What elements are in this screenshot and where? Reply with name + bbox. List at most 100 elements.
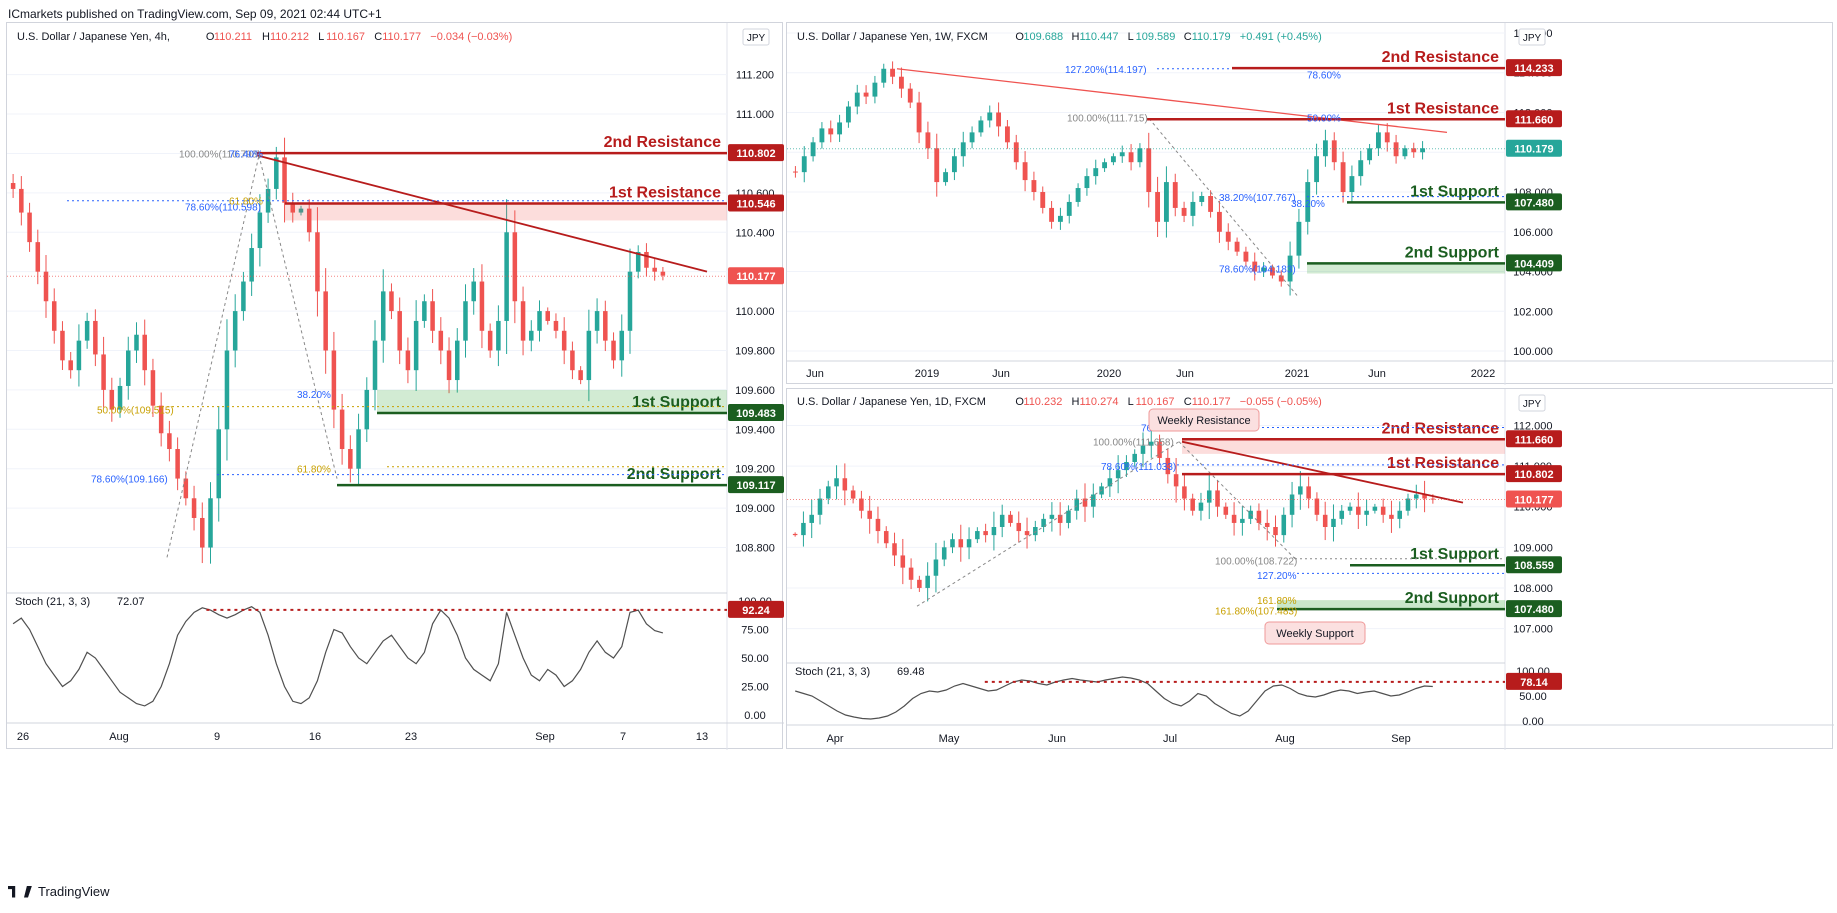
d1-candle: [842, 478, 848, 491]
w1-x-tick: Jun: [806, 368, 824, 380]
w1-candle: [943, 172, 949, 183]
h4-candle: [545, 311, 550, 321]
d1-candle: [1008, 514, 1013, 523]
d1-fib-label: 161.80%: [1257, 596, 1297, 607]
d1-candle: [1240, 518, 1245, 523]
footer-brand[interactable]: TradingView: [8, 884, 110, 899]
h4-candle: [422, 301, 427, 321]
w1-candle: [1402, 148, 1408, 157]
w1-candle: [863, 92, 869, 97]
d1-candle: [958, 539, 964, 548]
w1-candle: [1128, 152, 1134, 163]
d1-ohlc-H: 110.274: [1080, 396, 1119, 408]
h4-candle: [315, 232, 320, 292]
chart-panel-4h[interactable]: 111.200111.000110.800110.600110.400110.2…: [6, 22, 784, 750]
w1-candle: [1102, 162, 1108, 169]
h4-candle: [93, 320, 98, 355]
w1-candle: [1411, 148, 1417, 153]
w1-price-tag-bg: [1506, 139, 1562, 157]
w1-candle: [1261, 267, 1267, 272]
chart-weekly-svg[interactable]: 116.000114.000112.000110.000108.000106.0…: [787, 23, 1834, 385]
h4-candle: [232, 311, 238, 351]
w1-currency-box: [1518, 28, 1546, 46]
d1-candle: [1041, 518, 1046, 527]
h4-candle: [611, 340, 616, 361]
h4-fib-label: 61.80%: [297, 465, 331, 476]
h4-candle: [389, 291, 394, 312]
h4-y-tick: 111.000: [736, 109, 774, 121]
d1-candle: [1091, 494, 1096, 507]
chart-daily-svg[interactable]: 112.000111.000110.000109.000108.000107.0…: [787, 389, 1834, 750]
w1-price-tag: 110.179: [1514, 144, 1553, 156]
h4-x-tick: 9: [214, 731, 220, 743]
d1-candle: [1331, 518, 1336, 527]
chart-4h-svg[interactable]: 111.200111.000110.800110.600110.400110.2…: [7, 23, 784, 750]
w1-fib-label: 127.20%(114.197): [1065, 65, 1147, 76]
h4-fib-label: 100.00%(110.798): [179, 149, 261, 160]
w1-candle: [1384, 132, 1390, 143]
w1-candle: [1013, 142, 1019, 163]
h4-fib-label: 38.20%: [297, 390, 331, 401]
h4-y-tick: 110.400: [736, 227, 775, 239]
h4-candle: [257, 212, 263, 249]
d1-callout-weekly-support: Weekly Support: [1276, 628, 1353, 640]
w1-candle: [951, 156, 957, 173]
w1-fib-label: 38.20%: [1291, 199, 1325, 210]
h4-ohlc-key-H: H: [262, 31, 270, 43]
h4-fib-label: 78.60%(109.166): [91, 475, 168, 486]
d1-stoch-tick: 0.00: [1522, 716, 1543, 728]
h4-candle: [644, 251, 649, 268]
w1-candle: [934, 148, 940, 183]
d1-stoch-level-tag-bg: [1506, 672, 1562, 690]
d1-candle: [925, 575, 930, 588]
d1-candle: [1422, 494, 1427, 499]
h4-candle: [306, 208, 312, 233]
h4-candle: [191, 498, 197, 518]
w1-fib-label: 38.20%(107.767): [1219, 193, 1296, 204]
w1-candle: [801, 156, 807, 173]
d1-ohlc-key-H: H: [1072, 396, 1080, 408]
chart-panel-daily[interactable]: 112.000111.000110.000109.000108.000107.0…: [786, 388, 1834, 750]
h4-fib-label: 76.40%: [229, 149, 263, 160]
chart-panel-weekly[interactable]: 116.000114.000112.000110.000108.000106.0…: [786, 22, 1834, 385]
h4-candle: [150, 370, 156, 406]
d1-candle: [950, 539, 955, 548]
d1-ohlc-key-C: C: [1184, 396, 1192, 408]
w1-level-tag: 111.660: [1515, 114, 1554, 126]
d1-candle: [801, 522, 806, 536]
h4-candle: [348, 449, 353, 469]
h4-ohlc-H: 110.212: [270, 31, 309, 43]
w1-x-tick: 2020: [1097, 368, 1121, 380]
h4-ohlc-C: 110.177: [382, 31, 421, 43]
h4-level-label: 2nd Support: [627, 466, 722, 483]
h4-candle: [520, 301, 526, 341]
w1-level-tag-bg: [1506, 254, 1562, 272]
w1-candle: [978, 120, 984, 133]
h4-candle: [208, 498, 213, 548]
d1-candle: [1049, 514, 1055, 519]
w1-candle: [1163, 182, 1169, 222]
d1-fib-label: 127.20%: [1257, 571, 1297, 582]
h4-ohlc-L: 110.167: [326, 31, 365, 43]
h4-stoch-tick: 0.00: [744, 710, 765, 722]
h4-x-tick: 23: [405, 731, 417, 743]
w1-y-tick: 102.000: [1513, 306, 1553, 318]
d1-candle: [1107, 478, 1113, 487]
h4-ohlc-O: 110.211: [214, 31, 252, 43]
d1-candle: [859, 498, 864, 511]
w1-level-label: 2nd Resistance: [1382, 49, 1499, 66]
d1-candle: [1339, 510, 1345, 519]
h4-level-label: 1st Support: [632, 394, 722, 411]
d1-candle: [850, 490, 856, 499]
d1-title: U.S. Dollar / Japanese Yen, 1D, FXCM: [797, 396, 986, 408]
h4-candle: [298, 208, 304, 213]
h4-candle: [578, 370, 583, 381]
d1-candle: [1281, 514, 1287, 536]
h4-y-tick: 110.000: [736, 306, 775, 318]
d1-candle: [941, 547, 947, 560]
d1-candle: [1405, 498, 1411, 511]
w1-candle: [1269, 267, 1275, 276]
h4-candle: [471, 281, 476, 302]
h4-candle: [430, 301, 435, 331]
h4-candle: [561, 330, 567, 351]
